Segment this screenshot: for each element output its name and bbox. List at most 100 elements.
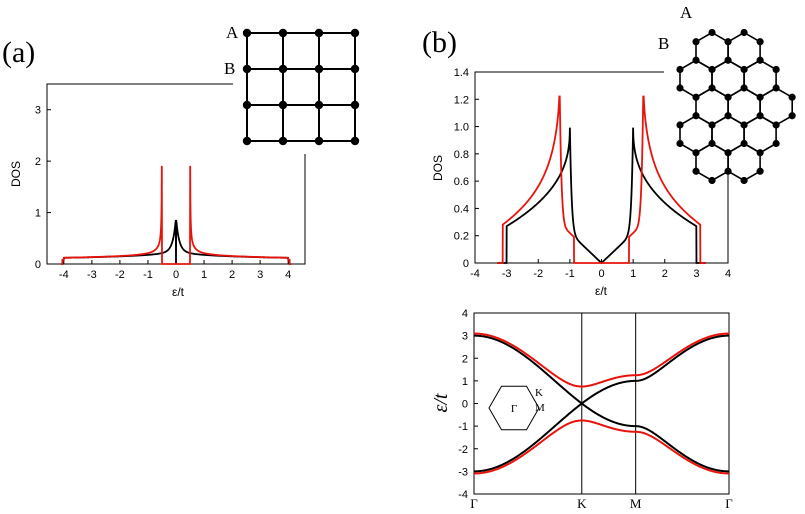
square-lattice-inset: A B bbox=[224, 18, 363, 154]
honeycomb-site bbox=[692, 56, 700, 64]
honeycomb-site bbox=[724, 149, 732, 157]
square-site bbox=[242, 64, 252, 74]
band-ytick-label: -1 bbox=[458, 421, 468, 433]
honeycomb-site bbox=[740, 176, 748, 185]
band-ytick-label: 2 bbox=[462, 353, 468, 365]
band-ytick-label: 3 bbox=[462, 331, 468, 343]
b-xtick-label: -1 bbox=[565, 268, 575, 280]
honeycomb-site bbox=[772, 121, 780, 129]
panel-a-curves bbox=[61, 165, 291, 265]
honeycomb-lattice-background bbox=[664, 8, 804, 158]
b-ytick-label: 0 bbox=[463, 258, 469, 270]
panel-b-dos-plot: -4 -3 -2 -1 0 1 2 3 400.20.40.60.81.01.21.4 ε/t … bbox=[431, 67, 731, 298]
square-site bbox=[314, 100, 324, 110]
honeycomb-site bbox=[676, 65, 684, 74]
honeycomb-site bbox=[708, 65, 716, 74]
a-xtick-label: 1 bbox=[201, 269, 207, 281]
honeycomb-site bbox=[676, 139, 684, 148]
a-xtick-label: 3 bbox=[257, 269, 263, 281]
square-site bbox=[350, 136, 360, 146]
square-lattice-bonds bbox=[246, 32, 356, 142]
honeycomb-lattice-sites bbox=[676, 28, 796, 185]
a-ytick-label: 3 bbox=[35, 105, 41, 117]
b-xtick-label: 0 bbox=[598, 268, 604, 280]
band-kpoint-label: M bbox=[630, 496, 642, 511]
b-ytick-label: 1.0 bbox=[454, 122, 469, 134]
honeycomb-site bbox=[676, 84, 684, 92]
a-xtick-label: -4 bbox=[59, 269, 69, 281]
b-ytick-label: 1.4 bbox=[454, 67, 469, 79]
panel-b-ticks: -4 -3 -2 -1 0 1 2 3 4 0 0.2 0.4 0.6 0.8 1.0 1.2 1.4 bbox=[454, 67, 731, 280]
honeycomb-site bbox=[692, 38, 700, 46]
honeycomb-site bbox=[724, 93, 732, 101]
honeycomb-site bbox=[724, 38, 732, 46]
a-xtick-label: 0 bbox=[173, 269, 179, 281]
square-lattice-background bbox=[233, 18, 363, 154]
square-site bbox=[242, 136, 252, 146]
panel-a-xlabel: ε/t bbox=[172, 285, 185, 299]
honeycomb-lattice-inset: A B bbox=[658, 3, 804, 185]
b-xtick-label: 1 bbox=[630, 268, 636, 280]
b-ytick-label: 0.8 bbox=[454, 149, 469, 161]
panel-a-ylabel: DOS bbox=[9, 161, 23, 187]
b-xtick-label: 4 bbox=[725, 268, 731, 280]
honeycomb-site bbox=[788, 112, 796, 120]
b-ytick-label: 0.4 bbox=[454, 203, 469, 215]
honeycomb-site bbox=[740, 28, 748, 37]
panel-a-dos-plot: -4 -3 -2 -1 0 1 2 3 4 0 1 2 3 ε/t DOS bbox=[9, 83, 306, 299]
panel-label-b: (b) bbox=[422, 26, 457, 59]
band-kpoint-label: K bbox=[577, 496, 587, 511]
honeycomb-site bbox=[756, 38, 764, 46]
band-ylabel: ε/t bbox=[430, 393, 452, 412]
honeycomb-site-label-b: B bbox=[658, 34, 669, 53]
panel-label-a: (a) bbox=[2, 36, 35, 69]
a-ytick-label: 0 bbox=[35, 259, 41, 271]
square-site bbox=[278, 28, 288, 38]
honeycomb-site bbox=[788, 93, 796, 101]
band-red-lower bbox=[474, 419, 729, 475]
b-xtick-label: -4 bbox=[470, 268, 480, 280]
b-ytick-label: 0.2 bbox=[454, 231, 469, 243]
honeycomb-site bbox=[740, 121, 748, 129]
honeycomb-site bbox=[756, 112, 764, 120]
band-black-upper bbox=[474, 334, 729, 405]
brillouin-zone-hexagon bbox=[488, 385, 540, 431]
bz-m-label: M bbox=[535, 402, 545, 414]
honeycomb-site bbox=[724, 167, 732, 175]
honeycomb-site bbox=[708, 176, 716, 185]
square-site bbox=[314, 28, 324, 38]
a-ytick-label: 2 bbox=[35, 156, 41, 168]
square-site bbox=[278, 100, 288, 110]
b-xtick-label: -2 bbox=[533, 268, 543, 280]
band-ytick-label: 1 bbox=[462, 376, 468, 388]
a-xtick-label: 4 bbox=[285, 269, 291, 281]
square-site-label-a: A bbox=[226, 23, 239, 42]
panel-b-xlabel: ε/t bbox=[595, 284, 608, 298]
band-ytick-label: -2 bbox=[458, 444, 468, 456]
b-xtick-label: 2 bbox=[662, 268, 668, 280]
band-kpoint-label: Γ bbox=[725, 496, 733, 511]
bz-k-label: K bbox=[535, 387, 543, 399]
honeycomb-site bbox=[756, 93, 764, 101]
honeycomb-site bbox=[676, 121, 684, 129]
band-curves bbox=[473, 332, 730, 475]
a-xtick-label: 2 bbox=[229, 269, 235, 281]
honeycomb-site bbox=[772, 65, 780, 74]
honeycomb-site bbox=[756, 167, 764, 175]
honeycomb-site bbox=[740, 139, 748, 148]
band-kpoint-label: Γ bbox=[470, 496, 478, 511]
honeycomb-site bbox=[708, 139, 716, 148]
honeycomb-site bbox=[740, 84, 748, 92]
square-site bbox=[278, 64, 288, 74]
band-red-upper bbox=[474, 332, 729, 388]
honeycomb-site bbox=[772, 84, 780, 92]
panel-a-ticks: -4 -3 -2 -1 0 1 2 3 4 0 1 2 3 bbox=[35, 105, 291, 281]
square-site bbox=[350, 64, 360, 74]
square-site bbox=[278, 136, 288, 146]
square-lattice-sites bbox=[242, 28, 360, 146]
square-site bbox=[350, 28, 360, 38]
honeycomb-site bbox=[692, 167, 700, 175]
honeycomb-site bbox=[724, 56, 732, 64]
